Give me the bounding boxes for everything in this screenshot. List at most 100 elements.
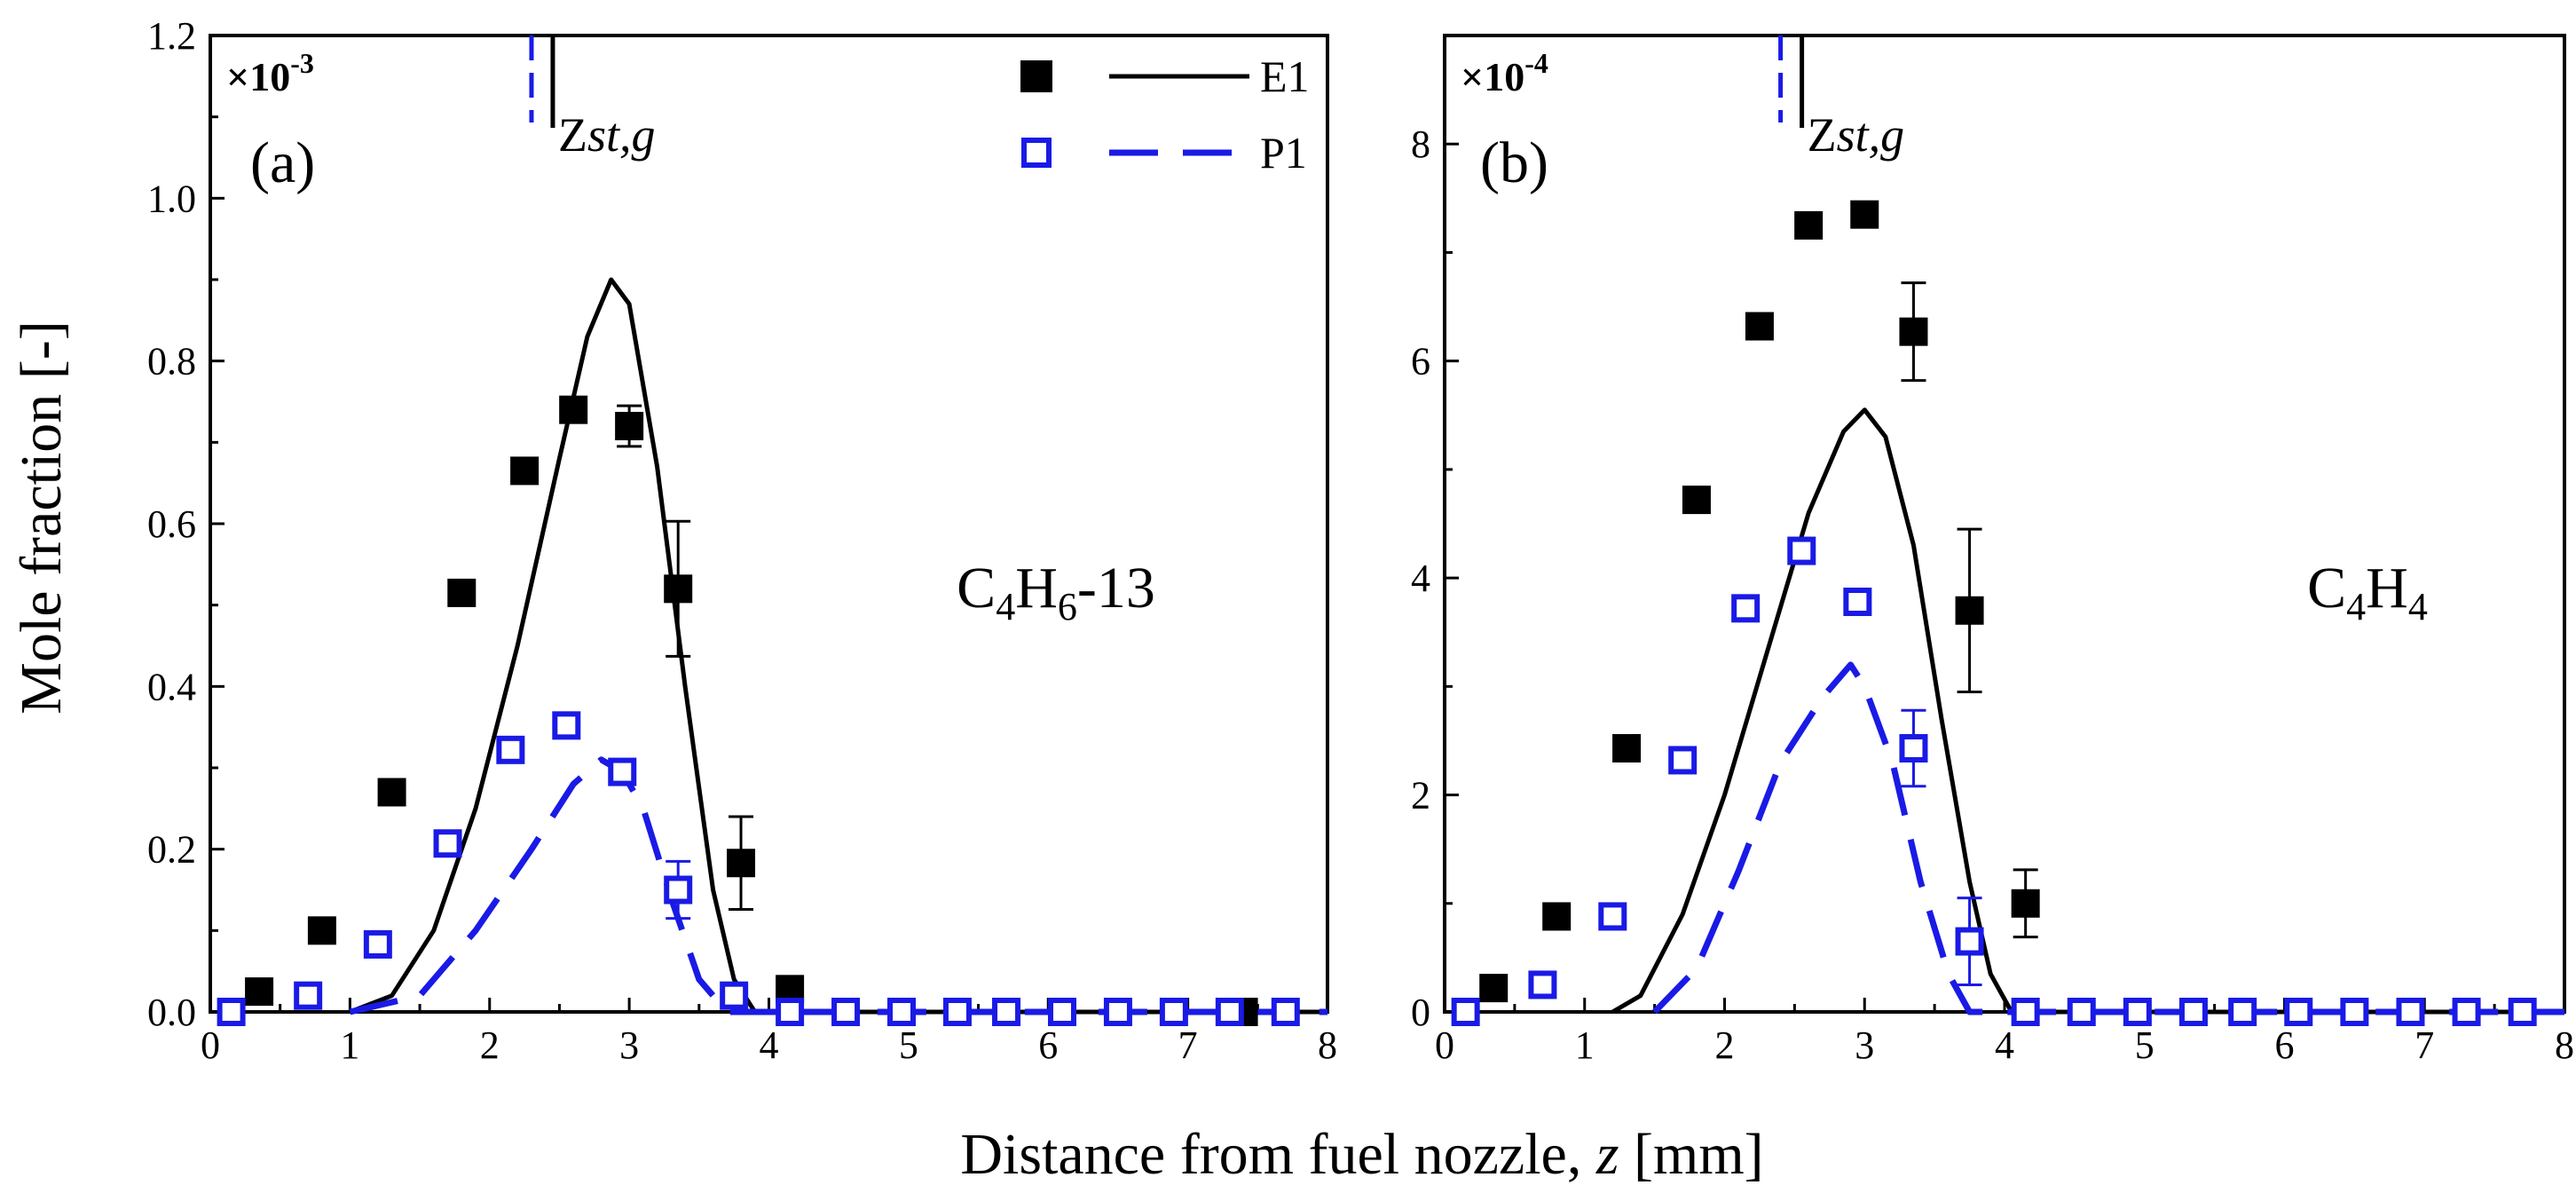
species-label-part: 6 — [1058, 585, 1077, 628]
x-tick-label: 4 — [760, 1023, 779, 1067]
multiplier-exp: -4 — [1524, 47, 1548, 79]
data-point-p1 — [1787, 536, 1816, 565]
data-point-p1 — [217, 998, 246, 1026]
data-point-p1 — [1528, 970, 1557, 999]
data-point-p1 — [1159, 998, 1188, 1026]
data-point-e1 — [447, 578, 477, 607]
species-label-part: H — [1015, 556, 1058, 620]
x-axis-title: Distance from fuel nozzle, z [mm] — [960, 1122, 1763, 1187]
data-point-p1 — [2228, 998, 2257, 1026]
data-point-e1 — [1899, 317, 1928, 346]
zst-label-sub: st,g — [587, 108, 656, 162]
zst-label-sub: st,g — [1837, 108, 1905, 162]
data-point-p1 — [1668, 746, 1698, 775]
y-tick-label: 0.6 — [147, 502, 196, 546]
data-point-p1 — [433, 829, 462, 858]
data-point-p1 — [1843, 588, 1872, 616]
species-label-part: H — [2366, 556, 2408, 620]
species-label-part: 4 — [996, 585, 1015, 628]
zst-label: Zst,g — [558, 108, 656, 162]
legend-marker-e1 — [1020, 60, 1052, 92]
y-tick-label: 0.0 — [147, 991, 196, 1034]
data-point-e1 — [727, 849, 756, 878]
x-tick-label: 2 — [480, 1023, 500, 1067]
data-point-p1 — [608, 757, 637, 786]
multiplier-base: ×10 — [1461, 54, 1524, 99]
y-tick-label: 8 — [1411, 122, 1430, 166]
legend-label-e1: E1 — [1260, 51, 1310, 101]
data-point-p1 — [2340, 998, 2369, 1026]
x-tick-label: 6 — [2275, 1023, 2295, 1067]
y-axis-title: Mole fraction [-] — [9, 320, 74, 714]
panel-a-chart: 0 1 2 3 4 5 6 7 8 0.0 0.2 0.4 0.6 0.8 1.0 1.2 ×10-3 Zst,g… — [147, 14, 1337, 1067]
panel-tag: (b) — [1480, 130, 1548, 195]
data-point-e1 — [510, 456, 540, 486]
data-point-p1 — [363, 929, 392, 959]
x-tick-label: 5 — [2135, 1023, 2155, 1067]
multiplier-label: ×10-4 — [1461, 47, 1548, 99]
data-point-p1 — [294, 981, 323, 1010]
x-tick-label: 4 — [1995, 1023, 2014, 1067]
data-point-p1 — [664, 875, 693, 905]
data-point-p1 — [2508, 998, 2537, 1026]
data-point-e1 — [1955, 596, 1984, 625]
data-point-e1 — [615, 412, 644, 440]
y-tick-label: 4 — [1411, 557, 1430, 600]
data-point-e1 — [1794, 210, 1824, 240]
data-point-p1 — [831, 998, 861, 1026]
data-point-e1 — [664, 574, 693, 604]
y-tick-label: 2 — [1411, 774, 1430, 818]
data-point-p1 — [552, 711, 581, 740]
species-label-part: 4 — [2408, 585, 2428, 628]
data-point-p1 — [2011, 998, 2040, 1026]
y-tick-label: 0.8 — [147, 340, 196, 383]
y-tick-label: 0 — [1411, 991, 1430, 1034]
data-point-p1 — [1899, 734, 1928, 762]
legend-marker-p1 — [1021, 138, 1052, 168]
plot-frame — [209, 34, 1329, 1014]
data-point-e1 — [559, 395, 588, 424]
x-tick-label: 6 — [1038, 1023, 1058, 1067]
data-point-e1 — [2011, 889, 2040, 918]
panel-tag: (a) — [250, 130, 315, 195]
data-point-p1 — [2123, 998, 2152, 1026]
data-point-e1 — [245, 977, 274, 1007]
y-tick-label: 0.2 — [147, 828, 196, 872]
x-tick-label: 8 — [2555, 1023, 2574, 1067]
data-point-p1 — [1047, 998, 1076, 1026]
model-curve-p1 — [349, 756, 1327, 1015]
x-axis-title-var: z — [1595, 1122, 1619, 1187]
x-axis-title-unit: [mm] — [1619, 1122, 1764, 1187]
species-label-part: C — [2307, 556, 2346, 620]
data-point-p1 — [942, 998, 972, 1026]
data-point-e1 — [307, 916, 336, 945]
model-curve-e1 — [349, 277, 1327, 1015]
y-tick-label: 1.2 — [147, 14, 196, 58]
data-point-p1 — [1731, 594, 1761, 623]
multiplier-base: ×10 — [226, 54, 290, 99]
data-point-e1 — [1682, 486, 1711, 515]
data-point-p1 — [2452, 998, 2481, 1026]
data-point-p1 — [887, 998, 917, 1026]
y-tick-label: 0.4 — [147, 665, 196, 708]
data-point-e1 — [1479, 974, 1509, 1003]
data-point-p1 — [1451, 998, 1480, 1026]
x-tick-label: 7 — [2415, 1023, 2434, 1067]
data-point-p1 — [2067, 998, 2096, 1026]
plot-frame — [1443, 34, 2566, 1014]
x-tick-label: 3 — [1855, 1023, 1874, 1067]
data-point-p1 — [2396, 998, 2425, 1026]
x-tick-label: 2 — [1715, 1023, 1735, 1067]
data-point-p1 — [776, 998, 805, 1026]
x-tick-label: 7 — [1178, 1023, 1198, 1067]
zst-label: Zst,g — [1808, 108, 1905, 162]
multiplier-exp: -3 — [290, 47, 314, 79]
y-tick-label: 6 — [1411, 340, 1430, 383]
data-point-p1 — [2178, 998, 2208, 1026]
data-point-e1 — [1745, 312, 1774, 341]
x-tick-label: 5 — [899, 1023, 918, 1067]
data-point-e1 — [1612, 734, 1642, 762]
y-tick-label: 1.0 — [147, 177, 196, 220]
